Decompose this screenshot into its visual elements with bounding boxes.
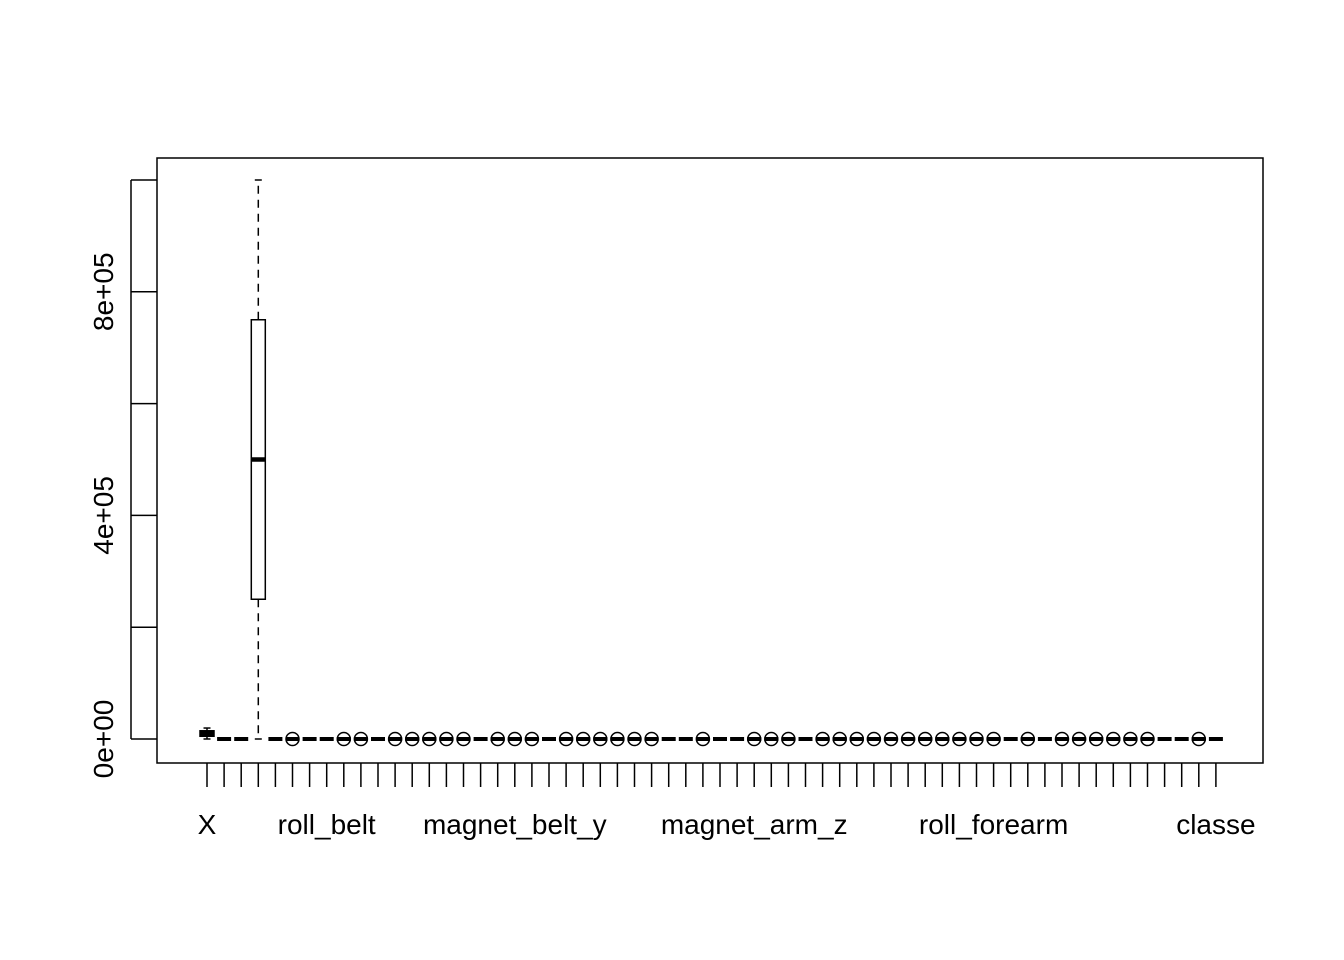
outlier-point bbox=[507, 731, 523, 747]
plot-marks bbox=[199, 179, 1223, 747]
x-tick-label: magnet_arm_z bbox=[661, 809, 848, 840]
outlier-point bbox=[900, 731, 916, 747]
outlier-point bbox=[1191, 731, 1207, 747]
outlier-point bbox=[558, 731, 574, 747]
outlier-point bbox=[1106, 731, 1121, 747]
y-tick-label: 4e+05 bbox=[88, 476, 119, 555]
x-tick-label: roll_belt bbox=[278, 809, 376, 840]
outlier-point bbox=[575, 731, 591, 747]
outlier-point bbox=[285, 731, 300, 747]
outlier-point bbox=[969, 731, 984, 747]
outlier-point bbox=[456, 731, 471, 747]
x-tick-label: magnet_belt_y bbox=[423, 809, 607, 840]
outlier-point bbox=[627, 731, 642, 747]
outlier-point bbox=[387, 731, 403, 747]
plot-frame bbox=[156, 157, 1264, 764]
outlier-point bbox=[917, 731, 933, 747]
outlier-point bbox=[832, 731, 847, 747]
outlier-point bbox=[336, 731, 352, 747]
y-tick-label: 0e+00 bbox=[88, 700, 119, 779]
outlier-point bbox=[1123, 731, 1138, 747]
outlier-point bbox=[695, 731, 711, 747]
y-tick-label: 8e+05 bbox=[88, 252, 119, 331]
outlier-point bbox=[422, 731, 437, 747]
outlier-point bbox=[986, 731, 1001, 747]
outlier-point bbox=[593, 731, 608, 747]
outlier-point bbox=[353, 731, 369, 747]
outlier-point bbox=[781, 731, 796, 747]
outlier-point bbox=[490, 731, 505, 747]
outlier-point bbox=[1140, 731, 1155, 747]
outlier-point bbox=[404, 731, 420, 747]
outlier-point bbox=[952, 731, 967, 747]
outlier-point bbox=[935, 731, 950, 747]
x-tick-label: roll_forearm bbox=[919, 809, 1068, 840]
outlier-point bbox=[439, 731, 454, 747]
outlier-point bbox=[610, 731, 625, 747]
outlier-point bbox=[1054, 731, 1070, 747]
outlier-point bbox=[815, 731, 830, 747]
outlier-point bbox=[866, 731, 882, 747]
outlier-point bbox=[644, 731, 659, 747]
outlier-point bbox=[849, 731, 865, 747]
outlier-point bbox=[1088, 731, 1104, 747]
x-tick-label: classe bbox=[1176, 809, 1255, 840]
x-tick-label: X bbox=[198, 809, 217, 840]
outlier-point bbox=[1020, 731, 1036, 747]
outlier-point bbox=[883, 731, 899, 747]
outlier-point bbox=[764, 731, 779, 747]
y-axis: 0e+00 4e+05 8e+05 bbox=[88, 179, 157, 779]
outlier-point bbox=[746, 731, 762, 747]
outlier-point bbox=[1071, 731, 1087, 747]
outlier-point bbox=[524, 731, 540, 747]
